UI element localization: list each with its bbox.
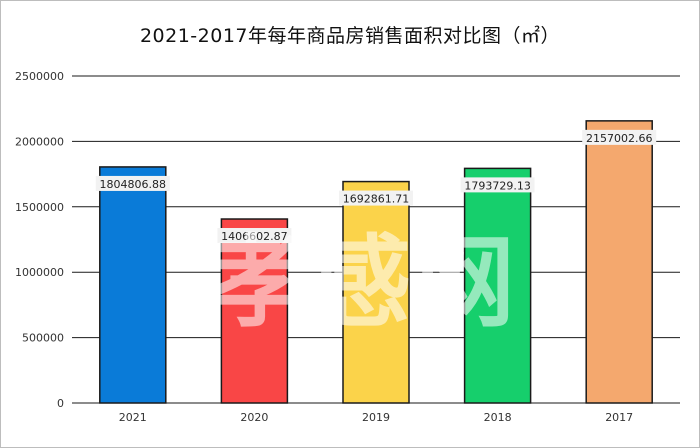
data-label-2020: 1406602.87 bbox=[221, 230, 287, 243]
data-label-box-2020 bbox=[217, 228, 292, 244]
y-tick-label-0: 0 bbox=[57, 397, 64, 410]
data-label-2019: 1692861.71 bbox=[343, 193, 409, 206]
y-tick-label-5: 2500000 bbox=[15, 70, 64, 83]
data-label-2017: 2157002.66 bbox=[586, 132, 652, 145]
bar-2020 bbox=[220, 218, 289, 404]
bars: 1804806.88 1406602.87 1692861.71 1793729.13… bbox=[95, 120, 657, 404]
data-label-box-2018 bbox=[460, 177, 535, 193]
bar-2019 bbox=[342, 180, 410, 404]
data-label-box-2019 bbox=[339, 190, 413, 206]
x-axis-ticks: 2021 2020 2019 2018 2017 bbox=[119, 411, 633, 424]
y-tick-label-3: 1500000 bbox=[15, 201, 64, 214]
x-tick-label-2019: 2019 bbox=[362, 411, 390, 424]
bar-2017 bbox=[585, 120, 653, 404]
bar-2021 bbox=[99, 166, 167, 404]
y-tick-label-2: 1000000 bbox=[15, 266, 64, 279]
y-axis-ticks: 0 500000 1000000 1500000 2000000 2500000 bbox=[15, 70, 64, 410]
x-tick-label-2018: 2018 bbox=[484, 411, 512, 424]
chart-title: 2021-2017年每年商品房销售面积对比图（㎡） bbox=[139, 25, 561, 47]
y-tick-label-4: 2000000 bbox=[15, 135, 64, 148]
data-label-box-2021 bbox=[95, 175, 170, 191]
data-label-2021: 1804806.88 bbox=[100, 178, 166, 191]
x-tick-label-2021: 2021 bbox=[119, 411, 147, 424]
data-label-2018: 1793729.13 bbox=[464, 179, 530, 192]
x-tick-label-2020: 2020 bbox=[240, 411, 268, 424]
bar-2018 bbox=[463, 167, 532, 404]
x-tick-label-2017: 2017 bbox=[605, 411, 633, 424]
data-label-box-2017 bbox=[582, 129, 657, 145]
y-tick-label-1: 500000 bbox=[22, 332, 64, 345]
